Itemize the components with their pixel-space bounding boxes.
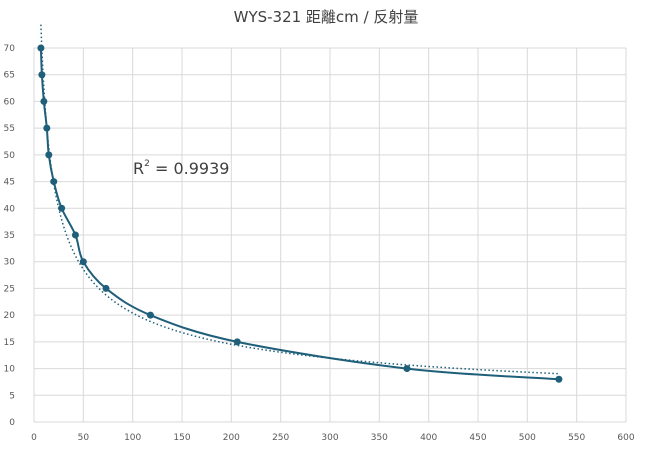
data-point — [45, 151, 53, 159]
data-point — [102, 284, 110, 292]
x-tick-label: 100 — [124, 433, 141, 443]
y-tick-label: 25 — [4, 284, 15, 294]
data-point — [43, 124, 51, 132]
y-tick-label: 55 — [4, 124, 15, 134]
x-tick-label: 250 — [272, 433, 289, 443]
data-point — [58, 204, 66, 212]
x-tick-label: 350 — [371, 433, 388, 443]
data-point — [79, 258, 87, 266]
x-tick-label: 150 — [173, 433, 190, 443]
data-point — [38, 71, 46, 79]
data-point — [37, 44, 45, 52]
r-squared-label: R2 = 0.9939 — [133, 159, 229, 178]
data-point — [403, 365, 411, 373]
y-tick-label: 30 — [4, 258, 16, 268]
x-tick-label: 600 — [617, 433, 634, 443]
y-tick-label: 35 — [4, 231, 15, 241]
y-tick-label: 50 — [4, 151, 16, 161]
x-tick-label: 400 — [420, 433, 437, 443]
r-squared-value: 0.9939 — [173, 159, 229, 178]
y-tick-label: 0 — [9, 418, 15, 428]
x-tick-label: 50 — [78, 433, 90, 443]
data-point — [40, 97, 48, 105]
y-tick-label: 70 — [4, 44, 16, 54]
y-tick-label: 40 — [4, 204, 16, 214]
x-tick-label: 500 — [519, 433, 536, 443]
y-tick-label: 5 — [9, 391, 15, 401]
x-tick-label: 200 — [223, 433, 240, 443]
y-tick-label: 20 — [4, 311, 16, 321]
x-axis-ticks: 0 50 100 150 200 250 300 350 400 450 500 550 600 — [31, 433, 635, 443]
trendline — [40, 24, 559, 375]
y-axis-ticks: 0 5 10 15 20 25 30 35 40 45 50 55 60 65 70 — [4, 44, 16, 428]
grid — [33, 47, 627, 423]
data-point — [71, 231, 79, 239]
chart-title: WYS-321 距離cm / 反射量 — [234, 8, 419, 26]
data-point — [555, 375, 563, 383]
x-tick-label: 450 — [469, 433, 486, 443]
x-tick-label: 550 — [568, 433, 585, 443]
data-point — [146, 311, 154, 319]
data-point — [233, 338, 241, 346]
series-line — [39, 47, 559, 381]
x-tick-label: 0 — [31, 433, 37, 443]
data-point — [50, 178, 58, 186]
y-tick-label: 15 — [4, 338, 15, 348]
y-tick-label: 10 — [4, 365, 16, 375]
x-tick-label: 300 — [321, 433, 338, 443]
y-tick-label: 60 — [4, 97, 16, 107]
y-tick-label: 65 — [4, 71, 15, 81]
data-points — [37, 44, 563, 383]
y-tick-label: 45 — [4, 178, 15, 188]
